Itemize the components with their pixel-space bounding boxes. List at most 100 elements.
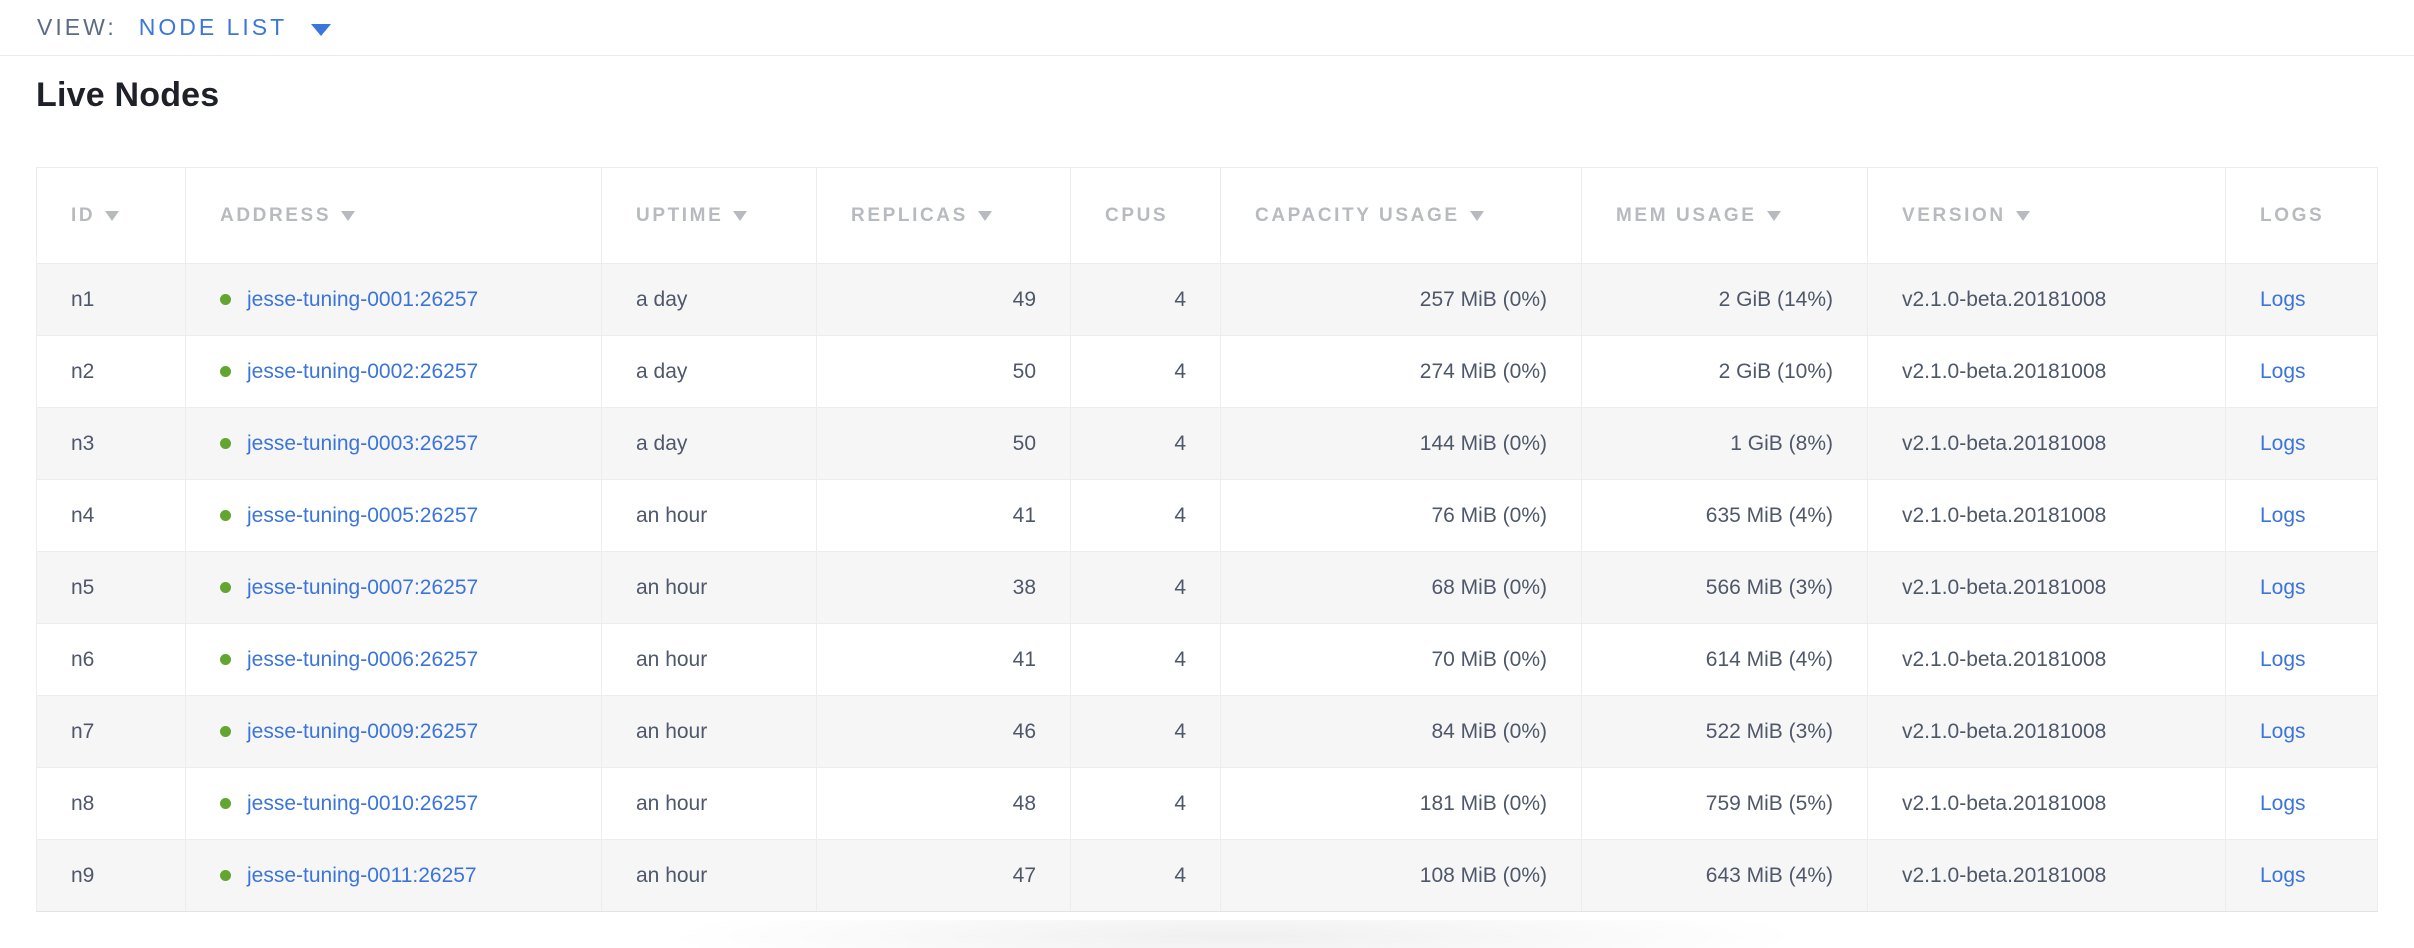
- cell-uptime: an hour: [601, 623, 817, 696]
- chevron-down-icon: [311, 23, 332, 36]
- logs-link[interactable]: Logs: [2260, 647, 2306, 671]
- logs-link[interactable]: Logs: [2260, 791, 2306, 815]
- node-address-link[interactable]: jesse-tuning-0010:26257: [247, 791, 479, 815]
- table-row: n2 jesse-tuning-0002:26257 a day 50 4 274 MiB…: [36, 335, 2378, 408]
- table-row: n7 jesse-tuning-0009:26257 an hour 46 4 84 Mi…: [36, 695, 2378, 768]
- cell-logs: Logs: [2225, 407, 2378, 480]
- logs-link[interactable]: Logs: [2260, 575, 2306, 599]
- cell-logs: Logs: [2225, 839, 2378, 912]
- cell-address: jesse-tuning-0007:26257: [185, 551, 602, 624]
- node-address-link[interactable]: jesse-tuning-0002:26257: [247, 359, 479, 383]
- node-address-link[interactable]: jesse-tuning-0011:26257: [247, 863, 477, 887]
- node-address-link[interactable]: jesse-tuning-0009:26257: [247, 719, 479, 743]
- cell-logs: Logs: [2225, 623, 2378, 696]
- node-status-icon: [220, 581, 231, 593]
- column-header-mem[interactable]: MEM USAGE: [1581, 167, 1868, 264]
- cell-mem: 2 GiB (14%): [1581, 263, 1868, 336]
- column-header-capacity[interactable]: CAPACITY USAGE: [1220, 167, 1582, 264]
- cell-version: v2.1.0-beta.20181008: [1867, 767, 2226, 840]
- cell-capacity: 76 MiB (0%): [1220, 479, 1582, 552]
- cell-capacity: 144 MiB (0%): [1220, 407, 1582, 480]
- cell-cpus: 4: [1070, 623, 1221, 696]
- cell-capacity: 274 MiB (0%): [1220, 335, 1582, 408]
- cell-id: n3: [36, 407, 186, 480]
- cell-uptime: an hour: [601, 767, 817, 840]
- cell-capacity: 257 MiB (0%): [1220, 263, 1582, 336]
- cell-mem: 522 MiB (3%): [1581, 695, 1868, 768]
- logs-link[interactable]: Logs: [2260, 287, 2306, 311]
- cell-cpus: 4: [1070, 839, 1221, 912]
- view-bar: VIEW: NODE LIST: [0, 0, 2414, 56]
- cell-id: n6: [36, 623, 186, 696]
- cell-id: n5: [36, 551, 186, 624]
- table-row: n1 jesse-tuning-0001:26257 a day 49 4 257 MiB…: [36, 263, 2378, 336]
- view-selector-dropdown[interactable]: NODE LIST: [138, 14, 332, 41]
- cell-mem: 643 MiB (4%): [1581, 839, 1868, 912]
- cell-cpus: 4: [1070, 551, 1221, 624]
- cell-cpus: 4: [1070, 407, 1221, 480]
- cell-capacity: 68 MiB (0%): [1220, 551, 1582, 624]
- column-header-label: ID: [71, 204, 96, 226]
- scroll-shadow: [480, 920, 1990, 948]
- cell-replicas: 41: [816, 479, 1071, 552]
- logs-link[interactable]: Logs: [2260, 431, 2306, 455]
- cell-replicas: 46: [816, 695, 1071, 768]
- node-status-icon: [220, 509, 231, 521]
- cell-id: n8: [36, 767, 186, 840]
- cell-logs: Logs: [2225, 767, 2378, 840]
- cell-uptime: an hour: [601, 551, 817, 624]
- table-row: n9 jesse-tuning-0011:26257 an hour 47 4 108 M…: [36, 839, 2378, 912]
- logs-link[interactable]: Logs: [2260, 503, 2306, 527]
- cell-mem: 566 MiB (3%): [1581, 551, 1868, 624]
- node-address-link[interactable]: jesse-tuning-0003:26257: [247, 431, 479, 455]
- cell-logs: Logs: [2225, 335, 2378, 408]
- cell-version: v2.1.0-beta.20181008: [1867, 695, 2226, 768]
- table-header: ID ADDRESS UPTIME REPLICAS CPUS CAPACITY USAG…: [36, 167, 2378, 264]
- column-header-replicas[interactable]: REPLICAS: [816, 167, 1071, 264]
- column-header-label: CAPACITY USAGE: [1255, 204, 1460, 226]
- cell-cpus: 4: [1070, 767, 1221, 840]
- node-address-link[interactable]: jesse-tuning-0005:26257: [247, 503, 479, 527]
- node-address-link[interactable]: jesse-tuning-0006:26257: [247, 647, 479, 671]
- logs-link[interactable]: Logs: [2260, 719, 2306, 743]
- logs-link[interactable]: Logs: [2260, 863, 2306, 887]
- node-status-icon: [220, 869, 231, 881]
- sort-arrow-icon: [1469, 210, 1484, 221]
- node-address-link[interactable]: jesse-tuning-0001:26257: [247, 287, 479, 311]
- cell-logs: Logs: [2225, 551, 2378, 624]
- cell-mem: 1 GiB (8%): [1581, 407, 1868, 480]
- cell-id: n2: [36, 335, 186, 408]
- cell-address: jesse-tuning-0003:26257: [185, 407, 602, 480]
- column-header-id[interactable]: ID: [36, 167, 186, 264]
- cell-version: v2.1.0-beta.20181008: [1867, 623, 2226, 696]
- cell-id: n9: [36, 839, 186, 912]
- cell-id: n1: [36, 263, 186, 336]
- table-row: n6 jesse-tuning-0006:26257 an hour 41 4 70 Mi…: [36, 623, 2378, 696]
- view-label: VIEW:: [37, 14, 117, 40]
- cell-uptime: a day: [601, 263, 817, 336]
- column-header-label: VERSION: [1902, 204, 2006, 226]
- column-header-label: CPUS: [1105, 204, 1169, 226]
- column-header-version[interactable]: VERSION: [1867, 167, 2226, 264]
- view-selected-value: NODE LIST: [138, 14, 288, 40]
- cell-cpus: 4: [1070, 695, 1221, 768]
- cell-id: n7: [36, 695, 186, 768]
- table-row: n5 jesse-tuning-0007:26257 an hour 38 4 68 Mi…: [36, 551, 2378, 624]
- column-header-uptime[interactable]: UPTIME: [601, 167, 817, 264]
- cell-address: jesse-tuning-0011:26257: [185, 839, 602, 912]
- cell-logs: Logs: [2225, 263, 2378, 336]
- cell-uptime: an hour: [601, 695, 817, 768]
- table-row: n4 jesse-tuning-0005:26257 an hour 41 4 76 Mi…: [36, 479, 2378, 552]
- cell-mem: 614 MiB (4%): [1581, 623, 1868, 696]
- logs-link[interactable]: Logs: [2260, 359, 2306, 383]
- cell-version: v2.1.0-beta.20181008: [1867, 551, 2226, 624]
- table-row: n3 jesse-tuning-0003:26257 a day 50 4 144 MiB…: [36, 407, 2378, 480]
- cell-mem: 635 MiB (4%): [1581, 479, 1868, 552]
- column-header-address[interactable]: ADDRESS: [185, 167, 602, 264]
- column-header-cpus: CPUS: [1070, 167, 1221, 264]
- cell-address: jesse-tuning-0010:26257: [185, 767, 602, 840]
- node-address-link[interactable]: jesse-tuning-0007:26257: [247, 575, 479, 599]
- cell-replicas: 50: [816, 335, 1071, 408]
- sort-arrow-icon: [105, 210, 120, 221]
